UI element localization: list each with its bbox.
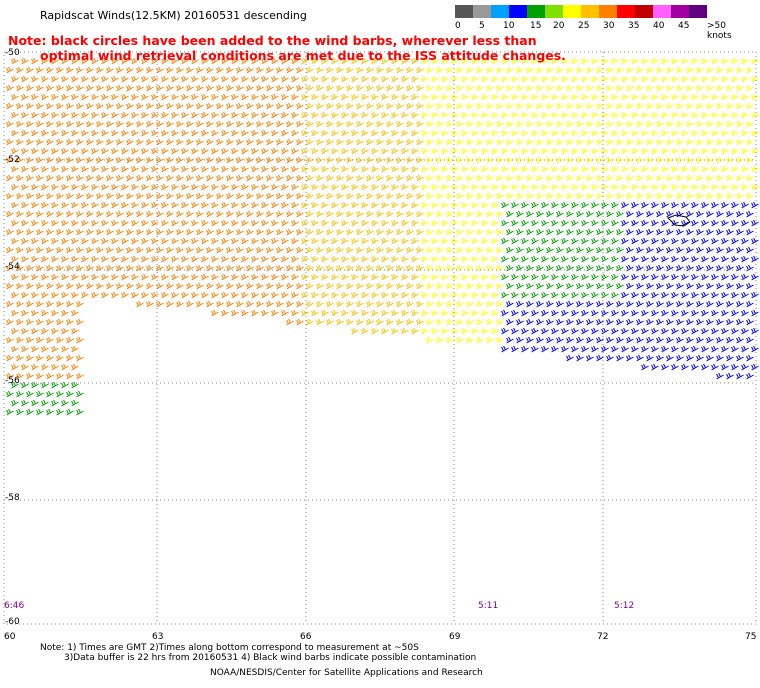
legend-swatch [689, 5, 707, 18]
lon-label: 72 [597, 632, 609, 642]
lat-label: -58 [5, 493, 20, 503]
legend-label: 25 [578, 21, 590, 31]
footer-credit: NOAA/NESDIS/Center for Satellite Applica… [210, 668, 483, 678]
lat-label: -52 [5, 155, 20, 165]
island-outline [667, 214, 691, 227]
legend-color-bar [455, 5, 707, 18]
legend-label: 35 [628, 21, 640, 31]
lon-label: 63 [152, 632, 164, 642]
legend-swatch [545, 5, 563, 18]
wind-barbs-layer [6, 57, 759, 416]
time-label: 5:12 [614, 601, 635, 611]
map-frame [3, 51, 757, 625]
lon-label: 66 [300, 632, 312, 642]
lon-label: 69 [449, 632, 461, 642]
legend-labels: 0 5 10 15 20 25 30 35 40 45 >50 knots [455, 18, 732, 41]
lon-label: 75 [745, 632, 757, 642]
time-label: 5:11 [478, 601, 499, 611]
legend-label: 15 [530, 21, 542, 31]
legend-swatch [581, 5, 599, 18]
legend-label: 30 [603, 21, 615, 31]
legend-swatch [491, 5, 509, 18]
legend-swatch [599, 5, 617, 18]
legend-swatch [563, 5, 581, 18]
legend-label: 20 [553, 21, 565, 31]
legend-label: 40 [653, 21, 665, 31]
lat-label: -50 [5, 48, 20, 58]
note-line-1: Note: black circles have been added to t… [8, 33, 537, 48]
legend-swatch [455, 5, 473, 18]
legend-swatch [653, 5, 671, 18]
time-label: 6:46 [4, 601, 25, 611]
lon-label: 60 [4, 632, 16, 642]
legend-label: 45 [678, 21, 690, 31]
legend-swatch [671, 5, 689, 18]
footer-note-2: 3)Data buffer is 22 hrs from 20160531 4)… [64, 653, 477, 663]
note-line-2: optimal wind retrieval conditions are me… [40, 48, 566, 63]
legend-swatch [527, 5, 545, 18]
legend-label: 5 [479, 21, 485, 31]
lat-label: -56 [5, 376, 20, 386]
footer-note-1: Note: 1) Times are GMT 2)Times along bot… [40, 643, 419, 653]
lat-label: -54 [5, 262, 20, 272]
legend-label: 10 [503, 21, 515, 31]
legend-swatch [473, 5, 491, 18]
legend-label: >50 knots [707, 21, 732, 41]
legend-swatch [509, 5, 527, 18]
color-legend: 0 5 10 15 20 25 30 35 40 45 >50 knots [455, 5, 732, 41]
lat-lon-grid [4, 52, 756, 624]
legend-swatch [635, 5, 653, 18]
map-title: Rapidscat Winds(12.5KM) 20160531 descend… [40, 9, 307, 22]
legend-swatch [617, 5, 635, 18]
lat-label: -60 [5, 617, 20, 627]
legend-label: 0 [455, 21, 461, 31]
